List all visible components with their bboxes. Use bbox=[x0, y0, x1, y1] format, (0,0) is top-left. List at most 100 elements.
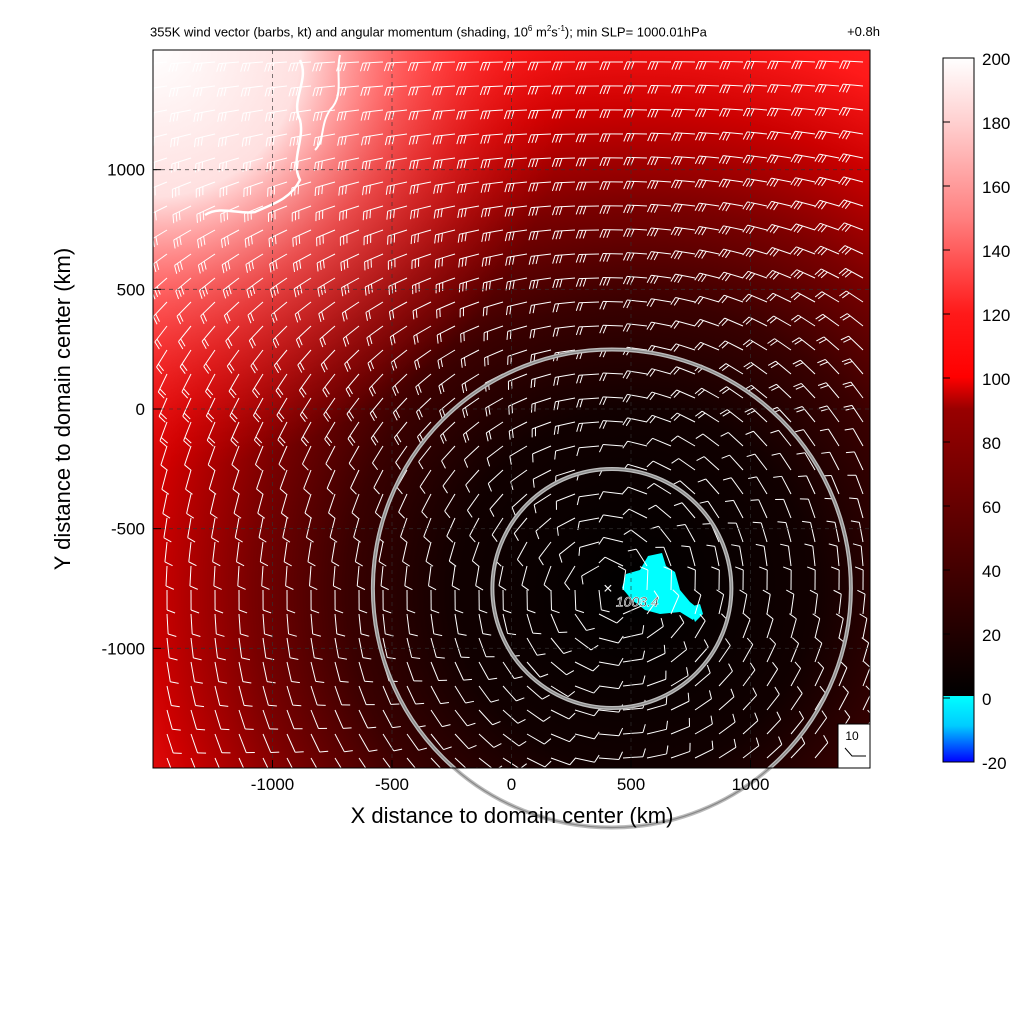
barb-feather bbox=[156, 366, 163, 375]
barb-feather bbox=[457, 234, 460, 243]
barb-feather bbox=[432, 111, 436, 121]
barb-staff bbox=[454, 661, 464, 681]
wind-barb bbox=[382, 757, 392, 768]
wind-barb bbox=[731, 544, 744, 567]
barb-feather bbox=[504, 208, 508, 217]
barb-feather bbox=[579, 109, 583, 119]
wind-barb bbox=[694, 639, 709, 663]
barb-staff bbox=[694, 672, 711, 687]
barb-staff bbox=[165, 565, 168, 586]
barb-feather bbox=[606, 109, 611, 119]
barb-feather bbox=[718, 248, 725, 257]
barb-feather bbox=[790, 223, 797, 231]
barb-staff bbox=[814, 742, 829, 759]
wind-barb bbox=[454, 757, 478, 768]
wind-barb bbox=[425, 541, 434, 567]
wind-barb bbox=[166, 709, 181, 731]
barb-staff bbox=[262, 661, 268, 682]
barb-feather bbox=[331, 561, 340, 567]
barb-feather bbox=[445, 769, 453, 772]
wind-barb bbox=[213, 565, 222, 590]
barb-staff bbox=[538, 541, 552, 559]
barb-staff bbox=[766, 594, 771, 615]
barb-feather bbox=[818, 405, 828, 409]
barb-feather bbox=[528, 158, 532, 168]
barb-feather bbox=[821, 178, 827, 187]
barb-feather bbox=[845, 131, 851, 140]
barb-feather bbox=[292, 704, 302, 707]
wind-barb bbox=[430, 661, 448, 682]
barb-feather bbox=[328, 512, 336, 519]
barb-staff bbox=[579, 541, 600, 548]
barb-feather bbox=[817, 224, 824, 232]
barb-feather bbox=[809, 589, 818, 595]
barb-staff bbox=[533, 493, 552, 506]
barb-feather bbox=[650, 85, 655, 94]
barb-feather bbox=[539, 673, 549, 678]
barb-feather bbox=[296, 161, 299, 170]
wind-barb bbox=[623, 132, 648, 142]
wind-barb bbox=[819, 428, 840, 447]
barb-staff bbox=[509, 445, 528, 457]
wind-barb bbox=[766, 661, 779, 687]
barb-feather bbox=[439, 135, 443, 144]
barb-feather bbox=[303, 488, 311, 495]
barb-feather bbox=[297, 185, 300, 195]
wind-barb bbox=[555, 493, 576, 510]
barb-feather bbox=[838, 222, 845, 230]
wind-barb bbox=[670, 226, 696, 236]
barb-feather bbox=[341, 186, 344, 195]
barb-feather bbox=[725, 227, 731, 235]
barb-feather bbox=[345, 389, 351, 397]
barb-feather bbox=[746, 131, 752, 141]
wind-barb bbox=[532, 469, 552, 488]
barb-feather bbox=[190, 609, 200, 614]
wind-barb bbox=[278, 445, 288, 471]
barb-feather bbox=[602, 205, 607, 214]
barb-feather bbox=[243, 63, 248, 72]
barb-feather bbox=[774, 686, 780, 695]
barb-feather bbox=[599, 157, 604, 166]
wind-barb bbox=[456, 109, 480, 120]
barb-feather bbox=[558, 110, 563, 119]
barb-feather bbox=[647, 109, 652, 118]
barb-feather bbox=[841, 358, 851, 363]
wind-barb bbox=[454, 589, 464, 614]
barb-feather bbox=[701, 180, 707, 189]
wind-barb bbox=[598, 635, 624, 644]
barb-feather bbox=[228, 363, 235, 371]
barb-feather bbox=[483, 86, 487, 95]
barb-feather bbox=[440, 184, 443, 193]
barb-staff bbox=[402, 541, 408, 562]
barb-staff bbox=[256, 469, 264, 490]
barb-staff bbox=[598, 709, 619, 713]
barb-staff bbox=[305, 517, 312, 538]
barb-feather bbox=[193, 113, 196, 123]
barb-feather bbox=[626, 228, 631, 238]
wind-barb bbox=[313, 133, 336, 147]
barb-feather bbox=[488, 281, 491, 290]
barb-feather bbox=[654, 85, 659, 94]
barb-feather bbox=[410, 235, 413, 245]
barb-feather bbox=[599, 277, 604, 286]
barb-feather bbox=[752, 521, 762, 524]
barb-feather bbox=[622, 508, 630, 516]
barb-feather bbox=[181, 391, 189, 399]
wind-barb bbox=[288, 61, 312, 72]
barb-feather bbox=[695, 108, 700, 117]
wind-barb bbox=[480, 205, 504, 218]
wind-barb bbox=[646, 437, 672, 447]
barb-feather bbox=[167, 633, 177, 637]
barb-staff bbox=[574, 733, 595, 740]
wind-barb bbox=[328, 493, 336, 519]
barb-feather bbox=[653, 228, 659, 237]
barb-feather bbox=[460, 359, 463, 368]
barb-feather bbox=[437, 234, 440, 243]
barb-feather bbox=[528, 256, 532, 265]
wind-barb bbox=[681, 545, 696, 567]
barb-feather bbox=[553, 426, 556, 435]
wind-barb bbox=[670, 641, 688, 663]
barb-feather bbox=[817, 293, 826, 300]
barb-feather bbox=[769, 248, 776, 256]
